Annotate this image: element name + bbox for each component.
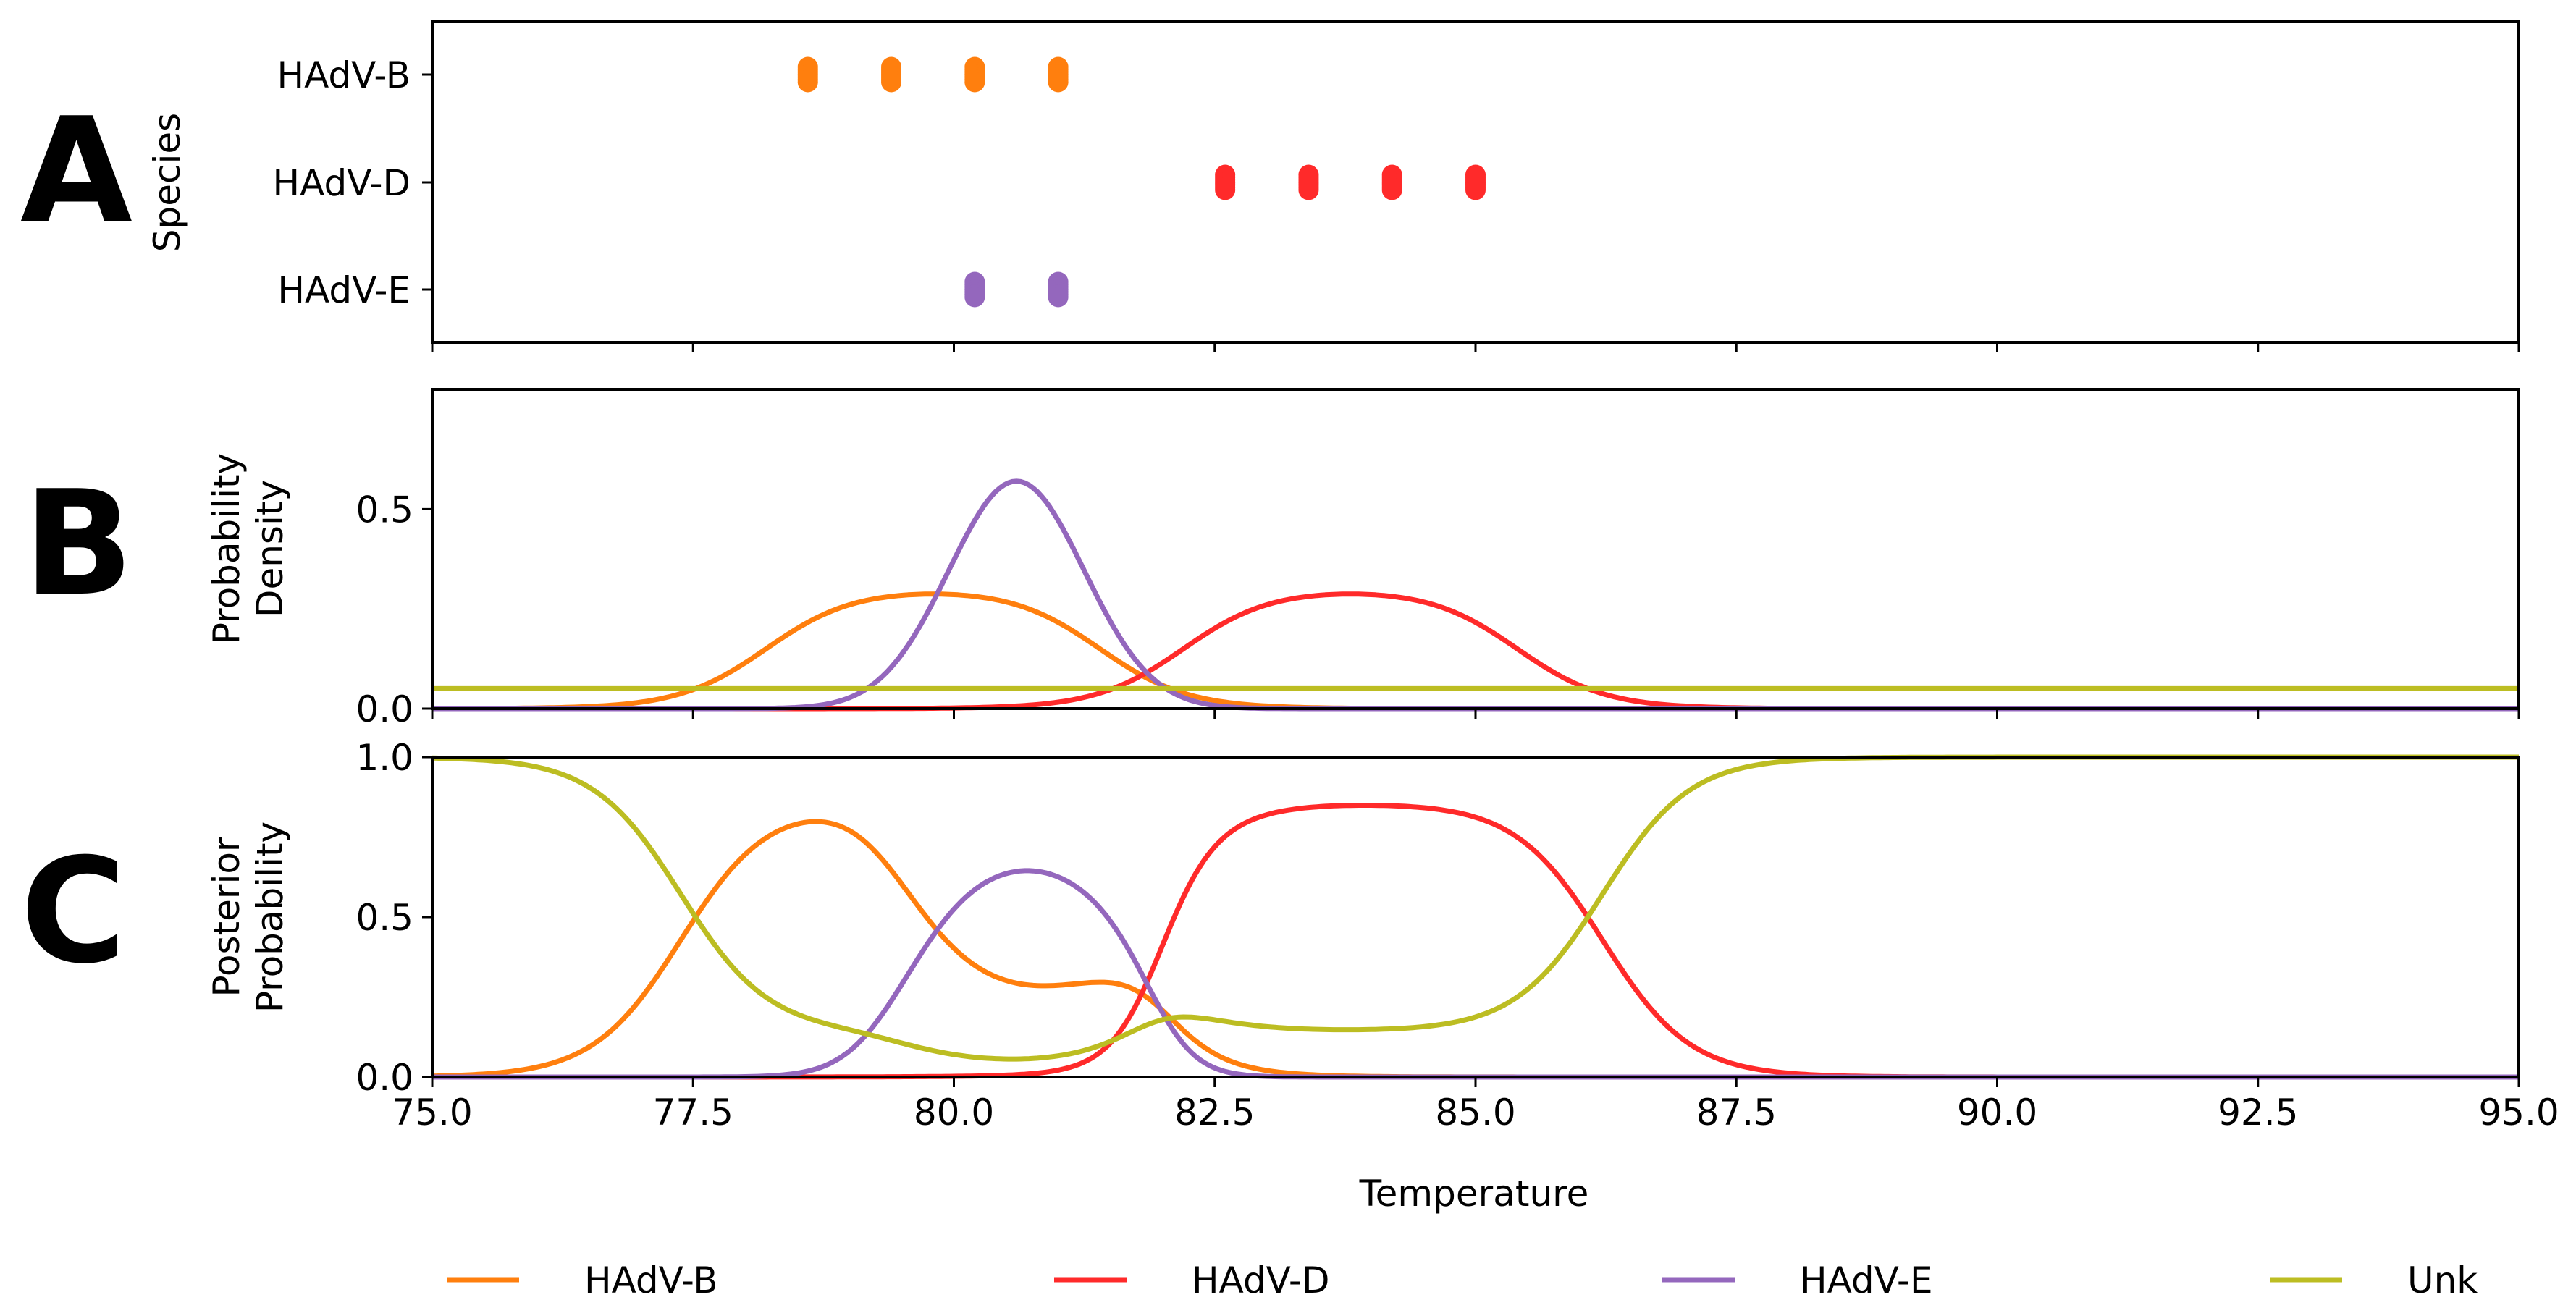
panel-a-ylabel: Species	[146, 113, 188, 252]
panel-c-ytick-label: 1.0	[355, 737, 413, 779]
panel-a-x-ticks	[431, 342, 2520, 352]
density-line-hadv-b	[432, 591, 2519, 712]
panel-a-ytick-label: HAdV-D	[273, 162, 411, 204]
point-hadv-b-3	[1048, 72, 1069, 93]
point-hadv-b-1	[881, 72, 902, 93]
legend-label-hadv-d: HAdV-D	[1192, 1259, 1329, 1301]
panel-c-xtick-label: 85.0	[1435, 1092, 1515, 1133]
panel-c-xtick-label: 82.5	[1174, 1092, 1255, 1133]
panel-c-x-ticks: 75.0 77.5 80.0 82.5 85.0 87.5 90.0 92.5 95.0	[392, 1077, 2559, 1133]
point-hadv-d-1	[1298, 180, 1319, 200]
point-hadv-e-0	[964, 287, 985, 308]
panel-c-ylabel-line2: Probability	[249, 822, 291, 1013]
panel-a-points	[797, 56, 1486, 308]
x-axis-label: Temperature	[1359, 1173, 1589, 1215]
point-hadv-d-3	[1465, 180, 1486, 200]
point-hadv-e-1	[1048, 287, 1069, 308]
posterior-line-hadv-b	[432, 819, 2519, 1080]
posterior-line-hadv-e	[432, 868, 2519, 1080]
panel-b-density: 0.0 0.5 Probability Density	[206, 388, 2520, 730]
posterior-line-unk	[432, 754, 2519, 1062]
panel-c-xtick-label: 95.0	[2478, 1092, 2559, 1133]
panel-c-ylabel: Posterior Probability	[206, 822, 291, 1013]
panel-c-frame	[431, 756, 2520, 1078]
point-hadv-b-2	[964, 72, 985, 93]
panel-b-ylabel-line1: Probability	[206, 453, 248, 644]
panel-a-frame	[431, 20, 2520, 344]
panel-c-y-ticks: 0.0 0.5 1.0	[355, 737, 432, 1099]
point-hadv-d-2	[1381, 180, 1402, 200]
panel-c-xtick-label: 90.0	[1957, 1092, 2037, 1133]
panel-c-xtick-label: 80.0	[914, 1092, 994, 1133]
panel-c-lines	[432, 754, 2519, 1080]
panel-letter-c: C	[20, 827, 127, 996]
panel-b-ylabel-line2: Density	[249, 480, 291, 617]
panel-b-lines	[432, 478, 2519, 712]
panel-c-ylabel-line1: Posterior	[206, 837, 248, 997]
panel-a-species: HAdV-B HAdV-D HAdV-E Species	[146, 20, 2520, 352]
panel-b-x-ticks	[431, 709, 2520, 719]
posterior-line-hadv-d	[432, 803, 2519, 1080]
panel-b-y-ticks: 0.0 0.5	[355, 489, 432, 730]
panel-c-ytick-label: 0.5	[355, 897, 413, 939]
panel-a-ytick-label: HAdV-B	[277, 54, 411, 96]
panel-letter-a: A	[20, 87, 132, 256]
panel-c-xtick-label: 75.0	[392, 1092, 472, 1133]
panel-b-ytick-label: 0.5	[355, 489, 413, 531]
panel-c-xtick-label: 87.5	[1696, 1092, 1777, 1133]
panel-c-ytick-label: 0.0	[355, 1057, 413, 1099]
point-hadv-d-0	[1215, 180, 1236, 200]
point-hadv-b-0	[797, 72, 818, 93]
legend-label-hadv-e: HAdV-E	[1800, 1259, 1933, 1301]
density-line-hadv-d	[432, 591, 2519, 712]
panel-b-ytick-label: 0.0	[355, 688, 413, 730]
density-line-hadv-e	[432, 478, 2519, 712]
panel-c-posterior: 0.0 0.5 1.0 75.0 77.5 80.0 82.5 85.0 87.5 90.0 92…	[206, 737, 2559, 1215]
panel-a-y-ticks: HAdV-B HAdV-D HAdV-E	[273, 54, 432, 311]
panel-c-xtick-label: 92.5	[2218, 1092, 2298, 1133]
panel-b-ylabel: Probability Density	[206, 453, 291, 644]
legend-label-unk: Unk	[2407, 1259, 2478, 1301]
legend: HAdV-B HAdV-D HAdV-E Unk	[447, 1259, 2478, 1301]
panel-letter-b: B	[23, 460, 133, 628]
legend-label-hadv-b: HAdV-B	[584, 1259, 718, 1301]
panel-a-ytick-label: HAdV-E	[277, 269, 411, 311]
panel-c-xtick-label: 77.5	[653, 1092, 733, 1133]
panel-b-frame	[431, 388, 2520, 710]
